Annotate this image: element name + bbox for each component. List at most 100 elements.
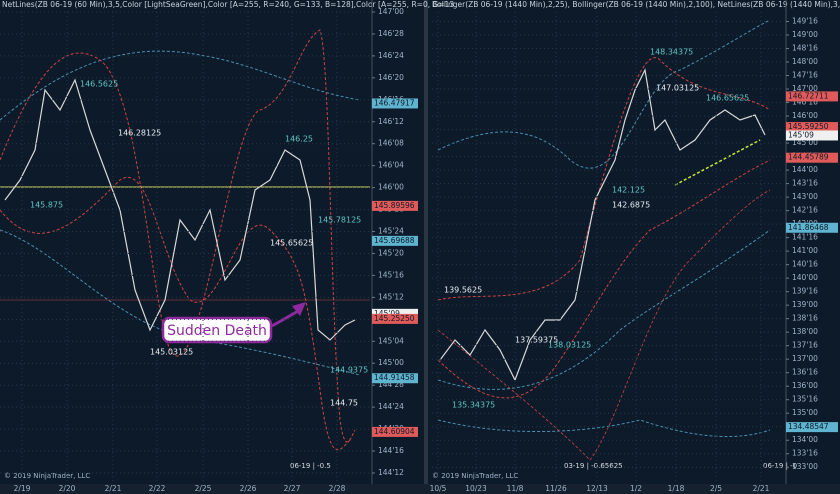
y-tick-label: 147'00 bbox=[378, 7, 404, 16]
y-tick-label: 133'00 bbox=[792, 462, 818, 471]
price-marker-label: 146.72711 bbox=[788, 91, 829, 100]
price-marker bbox=[372, 200, 418, 211]
y-tick-label: 141'00 bbox=[792, 246, 818, 255]
footer: 06-19 | -0.5 bbox=[290, 462, 331, 470]
price-marker-label: 145'09 bbox=[788, 130, 814, 139]
level-label: 145.78125 bbox=[318, 216, 361, 225]
y-tick-label: 148'16 bbox=[792, 44, 818, 53]
price-marker bbox=[372, 373, 418, 384]
y-tick-label: 146'12 bbox=[378, 117, 404, 126]
y-tick-label: 137'16 bbox=[792, 341, 818, 350]
price-marker-label: 134.48547 bbox=[788, 422, 829, 431]
x-tick-label: 2/28 bbox=[329, 484, 346, 493]
y-tick-label: 145'16 bbox=[378, 270, 404, 279]
x-tick-label: 11/8 bbox=[507, 484, 524, 493]
y-tick-label: 149'00 bbox=[792, 30, 818, 39]
price-path-right bbox=[439, 68, 766, 382]
price-path-left bbox=[4, 78, 356, 341]
price-marker bbox=[786, 130, 838, 141]
x-tick-label: 2/21 bbox=[105, 484, 122, 493]
y-tick-label: 142'16 bbox=[792, 206, 818, 215]
price-marker-label: 141.86468 bbox=[788, 223, 829, 232]
y-tick-label: 138'16 bbox=[792, 314, 818, 323]
y-tick-label: 149'16 bbox=[792, 17, 818, 26]
bands-left bbox=[0, 29, 370, 451]
callout-text: Sudden Death bbox=[167, 323, 267, 339]
price-marker-label: 145'09 bbox=[374, 309, 400, 318]
level-label: 146.5625 bbox=[80, 80, 118, 89]
level-label: 146.65625 bbox=[706, 94, 749, 103]
price-marker bbox=[372, 98, 418, 109]
copyright: © 2019 NinjaTrader, LLC bbox=[4, 472, 90, 480]
y-tick-label: 145'00 bbox=[792, 138, 818, 147]
level-label: 146.25 bbox=[285, 135, 313, 144]
price-marker-label: 144.91458 bbox=[374, 373, 415, 382]
y-tick-label: 144'28 bbox=[378, 380, 404, 389]
y-tick-label: 145'04 bbox=[378, 336, 404, 345]
x-tick-label: 2/20 bbox=[59, 484, 76, 493]
price-marker-label: 145.89596 bbox=[374, 201, 415, 210]
level-label: 138.03125 bbox=[548, 341, 591, 350]
price-marker-label: 146.47917 bbox=[374, 98, 415, 107]
price-marker-label: 145.59250 bbox=[788, 122, 829, 131]
y-tick-label: 135'16 bbox=[792, 395, 818, 404]
price-marker bbox=[786, 152, 838, 163]
y-tick-label: 145'12 bbox=[378, 292, 404, 301]
level-label: 139.5625 bbox=[444, 286, 482, 295]
price-marker-label: 145.25250 bbox=[374, 314, 415, 323]
y-tick-label: 145'24 bbox=[378, 227, 404, 236]
x-tick-label: 2/25 bbox=[195, 484, 212, 493]
y-tick-label: 147'00 bbox=[792, 84, 818, 93]
price-marker bbox=[786, 91, 838, 102]
level-label: 145.65625 bbox=[270, 239, 313, 248]
price-marker bbox=[372, 235, 418, 246]
x-tick-label: 2/19 bbox=[14, 484, 31, 493]
y-tick-label: 144'12 bbox=[378, 468, 404, 477]
x-tick-label: 10/23 bbox=[465, 484, 487, 493]
x-tick-label: 1/2 bbox=[630, 484, 642, 493]
x-tick-label: 2/26 bbox=[240, 484, 257, 493]
x-tick-label: 12/13 bbox=[586, 484, 608, 493]
copyright: © 2019 NinjaTrader, LLC bbox=[432, 472, 518, 480]
footer: 03-19 | -0.65625 bbox=[564, 462, 623, 470]
panel-divider bbox=[424, 0, 428, 494]
footer: 06-19 | -0 bbox=[763, 462, 797, 470]
y-tick-label: 144'00 bbox=[792, 165, 818, 174]
level-label: 146.28125 bbox=[118, 129, 161, 138]
price-marker bbox=[786, 422, 838, 433]
y-tick-label: 138'00 bbox=[792, 327, 818, 336]
y-tick-label: 139'00 bbox=[792, 300, 818, 309]
y-tick-label: 148'00 bbox=[792, 57, 818, 66]
y-tick-label: 140'16 bbox=[792, 260, 818, 269]
x-tick-label: 1/18 bbox=[668, 484, 685, 493]
price-marker bbox=[786, 122, 838, 133]
level-label: 145.875 bbox=[30, 201, 63, 210]
level-label: 147.03125 bbox=[656, 84, 699, 93]
x-tick-label: 2/21 bbox=[753, 484, 770, 493]
y-tick-label: 133'16 bbox=[792, 449, 818, 458]
price-marker bbox=[786, 222, 838, 233]
y-tick-label: 146'20 bbox=[378, 73, 404, 82]
callout: Sudden Death bbox=[161, 302, 306, 344]
price-marker bbox=[372, 308, 418, 319]
level-label: 142.6875 bbox=[612, 201, 650, 210]
y-tick-label: 141'16 bbox=[792, 233, 818, 242]
price-marker-label: 145.69688 bbox=[374, 236, 415, 245]
panel-title: Bollinger(ZB 06-19 (1440 Min),2,25), Bol… bbox=[432, 0, 840, 9]
y-tick-label: 137'00 bbox=[792, 354, 818, 363]
y-tick-label: 136'16 bbox=[792, 368, 818, 377]
y-tick-label: 143'16 bbox=[792, 179, 818, 188]
y-tick-label: 136'00 bbox=[792, 381, 818, 390]
level-label: 135.34375 bbox=[452, 401, 495, 410]
y-tick-label: 145'00 bbox=[378, 358, 404, 367]
level-label: 148.34375 bbox=[650, 48, 693, 57]
x-tick-label: 11/26 bbox=[545, 484, 567, 493]
x-axis-strip bbox=[0, 484, 840, 494]
x-tick-label: 2/22 bbox=[149, 484, 166, 493]
y-tick-label: 146'08 bbox=[378, 139, 404, 148]
price-marker-label: 144.60904 bbox=[374, 427, 415, 436]
panel-title: NetLines(ZB 06-19 (60 Min),3,5,Color [Li… bbox=[2, 0, 454, 9]
